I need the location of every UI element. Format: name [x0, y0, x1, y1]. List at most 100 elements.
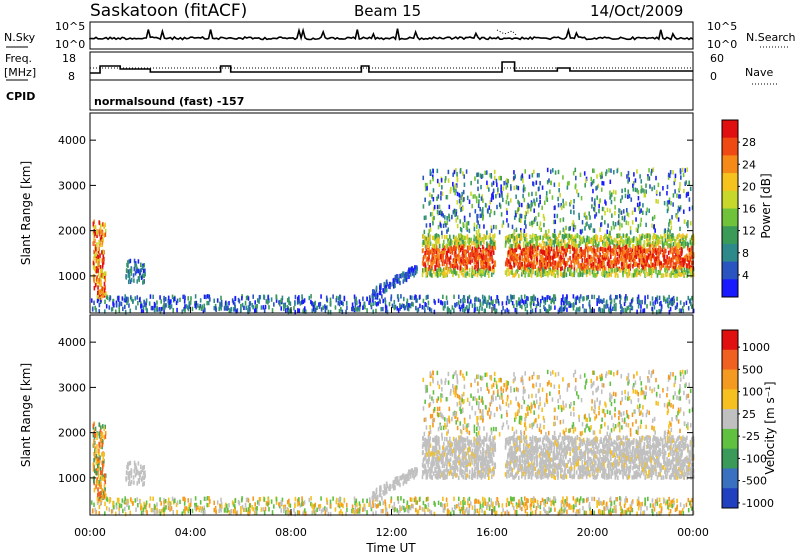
colorbar-segment: [722, 226, 738, 245]
power-cell: [412, 271, 414, 276]
power-cell: [566, 247, 569, 252]
power-cell: [572, 294, 575, 299]
power-cell: [589, 259, 591, 264]
power-cell: [93, 219, 95, 224]
power-cell: [509, 270, 512, 275]
power-cell: [439, 251, 442, 257]
velocity-cell: [329, 503, 332, 509]
power-cell: [557, 169, 560, 175]
power-cell: [171, 294, 174, 299]
power-cell: [673, 273, 676, 278]
power-cell: [479, 299, 482, 304]
power-cell: [586, 248, 589, 253]
power-cell: [478, 238, 481, 243]
power-cell: [646, 249, 649, 254]
power-cell: [520, 213, 522, 219]
power-cell: [256, 298, 259, 303]
power-cell: [538, 242, 541, 248]
power-cell: [383, 281, 386, 287]
power-cell: [535, 272, 538, 278]
power-cell: [590, 176, 593, 182]
power-cell: [140, 308, 143, 314]
power-cell: [446, 270, 449, 275]
power-cell: [495, 194, 497, 199]
power-cell: [640, 304, 642, 309]
velocity-cell: [232, 502, 235, 507]
power-cell: [608, 263, 610, 269]
power-cell: [511, 270, 513, 275]
power-cell: [402, 279, 405, 284]
power-cell: [500, 188, 502, 193]
power-cell: [480, 196, 483, 201]
power-cell: [461, 206, 464, 211]
power-cell: [483, 299, 485, 304]
power-cell: [110, 307, 113, 312]
power-cell: [655, 189, 658, 195]
power-cell: [485, 268, 488, 273]
power-cell: [556, 243, 558, 248]
power-cell: [656, 299, 659, 304]
power-cell: [577, 256, 579, 262]
power-cell: [637, 304, 640, 309]
power-cell: [461, 195, 464, 201]
power-cell: [673, 247, 675, 252]
power-cell: [329, 301, 332, 307]
power-cell: [121, 296, 124, 301]
power-cell: [509, 251, 511, 256]
power-cell: [598, 262, 601, 268]
power-cell: [136, 295, 139, 300]
power-cell: [427, 243, 430, 249]
power-cell: [513, 243, 516, 249]
power-cell: [372, 295, 375, 300]
power-cell: [627, 179, 629, 184]
power-cell: [671, 265, 674, 271]
power-cell: [676, 214, 678, 220]
power-cell: [490, 239, 493, 245]
power-cell: [509, 243, 512, 249]
power-cell: [456, 191, 459, 197]
power-cell: [671, 301, 674, 307]
power-cell: [506, 218, 508, 223]
power-cell: [406, 298, 409, 303]
power-cell: [426, 250, 428, 255]
power-cell: [598, 241, 600, 246]
power-cell: [447, 248, 450, 254]
power-cell: [410, 266, 413, 272]
velocity-cell: [664, 501, 667, 506]
power-cell: [670, 273, 672, 278]
power-cell: [252, 305, 254, 310]
power-cell: [652, 263, 655, 268]
power-cell: [414, 294, 417, 299]
power-cell: [95, 269, 98, 274]
power-cell: [676, 273, 679, 278]
power-cell: [423, 240, 426, 245]
power-cell: [643, 269, 645, 274]
power-cell: [432, 169, 434, 174]
power-cell: [96, 290, 99, 295]
power-cell: [464, 268, 466, 273]
power-cell: [443, 270, 446, 275]
power-cell: [519, 233, 521, 239]
power-cell: [570, 260, 572, 265]
power-cell: [385, 305, 388, 310]
power-cell: [94, 305, 96, 311]
power-cell: [613, 258, 615, 264]
power-cell: [524, 169, 527, 174]
power-cell: [505, 185, 508, 190]
power-cell: [98, 220, 101, 225]
velocity-cell: [636, 501, 639, 507]
power-cell: [646, 207, 648, 212]
power-cell: [654, 228, 656, 233]
power-cell: [424, 308, 426, 313]
velocity-cell: [171, 496, 174, 501]
power-cell: [636, 228, 639, 234]
velocity-cell: [254, 502, 256, 507]
velocity-cell: [451, 507, 454, 512]
velocity-cell: [372, 503, 374, 508]
power-cell: [581, 249, 583, 254]
power-cell: [455, 262, 458, 268]
power-cell: [626, 296, 628, 301]
power-cell: [408, 274, 410, 279]
power-cell: [644, 193, 647, 198]
power-cell: [644, 299, 647, 304]
